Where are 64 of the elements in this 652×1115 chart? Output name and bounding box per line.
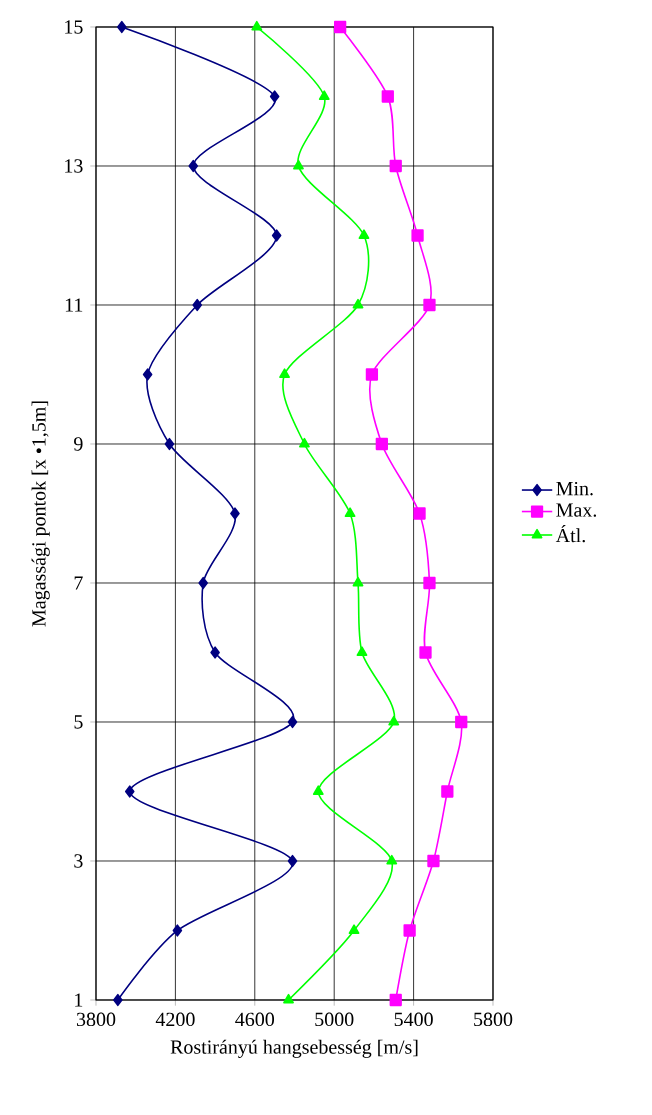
y-tick-label: 3 (74, 854, 83, 868)
point (287, 715, 298, 729)
point (230, 507, 240, 520)
point (348, 924, 360, 934)
y-tick-label: 7 (74, 576, 83, 590)
y-axis-title: Magassági pontok [x •1,5m] (31, 401, 50, 627)
point (312, 785, 324, 795)
point (365, 368, 379, 381)
point (403, 924, 416, 937)
point (381, 90, 394, 103)
legend-label: Min. (556, 481, 593, 496)
point (172, 924, 183, 937)
y-tick-label: 15 (65, 20, 83, 34)
point (164, 437, 175, 451)
point (269, 90, 280, 103)
y-tick-label: 1 (75, 993, 83, 1007)
legend-label: Max. (556, 503, 597, 517)
point (210, 646, 220, 659)
point (388, 715, 400, 726)
point (124, 785, 135, 798)
y-tick-label: 11 (65, 298, 83, 312)
point (293, 159, 304, 170)
point (142, 368, 153, 381)
point (389, 159, 402, 173)
x-tick-label: 4200 (155, 1012, 195, 1027)
point (251, 20, 263, 31)
point (419, 646, 432, 659)
point (441, 785, 454, 798)
point (318, 90, 330, 100)
x-tick-label: 5000 (315, 1012, 354, 1027)
point (192, 298, 203, 312)
point (352, 576, 364, 587)
y-tick-label: 5 (74, 715, 83, 729)
point (413, 507, 426, 520)
point (427, 854, 440, 868)
point (423, 576, 436, 590)
point (198, 576, 208, 590)
point (113, 993, 123, 1007)
y-tick-label: 9 (74, 437, 83, 451)
x-tick-label: 5800 (474, 1012, 513, 1027)
legend-label: Átl. (555, 524, 585, 543)
point (358, 229, 370, 239)
point (188, 159, 199, 173)
point (352, 298, 364, 309)
point (386, 854, 398, 865)
point (287, 854, 298, 868)
point (299, 437, 310, 448)
x-axis-title: Rostirányú hangsebesség [m/s] (170, 1039, 418, 1058)
point (411, 229, 424, 242)
point (389, 993, 402, 1007)
point (375, 437, 388, 451)
x-tick-label: 3800 (76, 1012, 116, 1027)
point (423, 298, 436, 312)
y-tick-label: 13 (65, 159, 83, 173)
point (334, 20, 347, 34)
point (279, 368, 290, 378)
point (344, 507, 356, 517)
point (455, 715, 468, 729)
x-tick-label: 5400 (394, 1012, 433, 1027)
x-tick-label: 4600 (235, 1012, 275, 1027)
point (271, 229, 282, 242)
point (356, 646, 368, 656)
point (283, 993, 294, 1004)
point (117, 20, 127, 34)
